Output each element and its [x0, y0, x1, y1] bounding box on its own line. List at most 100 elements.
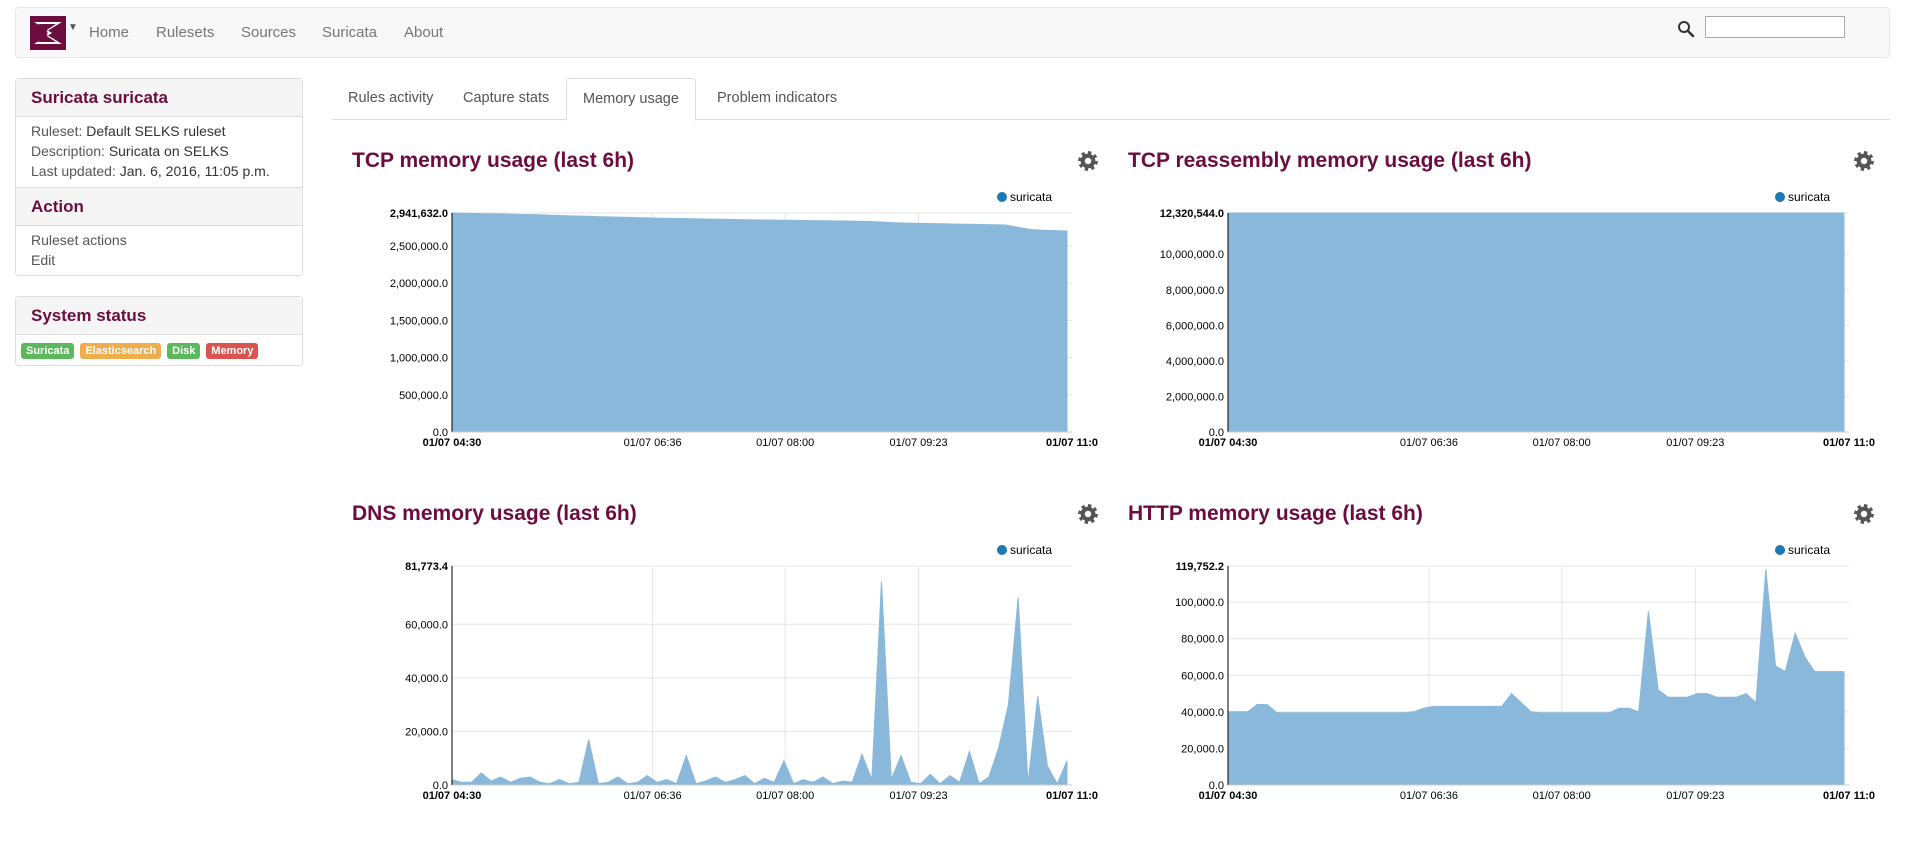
tab-capture-stats[interactable]: Capture stats: [463, 90, 550, 106]
updated-row: Last updated: Jan. 6, 2016, 11:05 p.m.: [31, 161, 287, 181]
x-tick-label: 01/07 04:30: [1199, 437, 1258, 449]
legend-marker: [1775, 545, 1785, 555]
system-status-panel: System status Suricata Elasticsearch Dis…: [15, 296, 303, 366]
y-max-label: 2,941,632.0: [390, 208, 448, 220]
legend-marker: [997, 192, 1007, 202]
description-row: Description: Suricata on SELKS: [31, 141, 287, 161]
x-tick-label: 01/07 04:30: [423, 790, 482, 802]
y-tick-label: 4,000,000.0: [1166, 356, 1224, 368]
series-area-suricata: [451, 581, 1068, 786]
chart-legend[interactable]: suricata: [997, 543, 1052, 557]
nav-about[interactable]: About: [404, 24, 444, 41]
x-tick-label: 01/07 09:23: [890, 437, 948, 449]
y-tick-label: 100,000.0: [1175, 597, 1224, 609]
y-tick-label: 8,000,000.0: [1166, 285, 1224, 297]
gear-icon[interactable]: [1077, 150, 1099, 172]
y-tick-label: 0.0: [433, 427, 448, 439]
status-badge-disk: Disk: [167, 343, 201, 359]
x-tick-label: 01/07 11:0: [1823, 437, 1875, 449]
chart-legend[interactable]: suricata: [1775, 190, 1830, 204]
system-status-title: System status: [16, 297, 302, 335]
chart-legend[interactable]: suricata: [1775, 543, 1830, 557]
y-tick-label: 60,000.0: [405, 619, 448, 631]
legend-marker: [1775, 192, 1785, 202]
y-tick-label: 0.0: [1209, 427, 1224, 439]
x-tick-label: 01/07 06:36: [1400, 437, 1458, 449]
search-input[interactable]: [1705, 16, 1845, 38]
tab-rules-activity[interactable]: Rules activity: [348, 90, 434, 106]
legend-label: suricata: [1788, 543, 1830, 557]
legend-label: suricata: [1010, 190, 1052, 204]
status-badge-suricata: Suricata: [21, 343, 75, 359]
search-icon[interactable]: [1677, 20, 1695, 38]
x-tick-label: 01/07 08:00: [1533, 790, 1591, 802]
x-tick-label: 01/07 11:0: [1823, 790, 1875, 802]
chevron-down-icon[interactable]: ▼: [68, 22, 78, 33]
y-tick-label: 1,500,000.0: [390, 315, 448, 327]
edit-link[interactable]: Edit: [31, 252, 56, 268]
ruleset-label: Ruleset:: [31, 123, 83, 139]
action-title: Action: [16, 187, 302, 226]
ruleset-value: Default SELKS ruleset: [86, 123, 226, 139]
legend-label: suricata: [1788, 190, 1830, 204]
y-tick-label: 10,000,000.0: [1160, 249, 1224, 261]
gear-icon[interactable]: [1853, 503, 1875, 525]
y-tick-label: 0.0: [433, 780, 448, 792]
y-tick-label: 40,000.0: [1181, 707, 1224, 719]
nav-rulesets[interactable]: Rulesets: [156, 24, 215, 41]
y-tick-label: 60,000.0: [1181, 670, 1224, 682]
chart-title-dns: DNS memory usage (last 6h): [352, 502, 637, 525]
status-badge-memory: Memory: [206, 343, 259, 359]
ruleset-actions-link[interactable]: Ruleset actions: [31, 232, 127, 248]
x-tick-label: 01/07 11:0: [1046, 790, 1098, 802]
x-tick-label: 01/07 04:30: [1199, 790, 1258, 802]
tcp-reassembly-memory-chart: suricata 0.0 2,000,000.0 4,000,000.0 6,000,0…: [1160, 190, 1875, 449]
updated-value: Jan. 6, 2016, 11:05 p.m.: [119, 163, 270, 179]
tab-bar: Rules activity Capture stats Memory usag…: [332, 78, 1890, 121]
y-tick-label: 40,000.0: [405, 673, 448, 685]
y-max-label: 119,752.2: [1176, 561, 1224, 573]
tab-memory-usage[interactable]: Memory usage: [566, 78, 696, 121]
series-area-suricata: [1227, 569, 1845, 786]
nav-home[interactable]: Home: [89, 24, 130, 41]
tcp-memory-chart: suricata 0.0 500,000.0 1,000,000.0 1,500,000…: [390, 190, 1098, 449]
tab-problem-indicators[interactable]: Problem indicators: [717, 90, 838, 106]
selks-logo[interactable]: [30, 16, 66, 50]
chart-legend[interactable]: suricata: [997, 190, 1052, 204]
x-tick-label: 01/07 06:36: [624, 790, 682, 802]
y-max-label: 81,773.4: [405, 561, 449, 573]
x-tick-label: 01/07 09:23: [1666, 437, 1724, 449]
y-tick-label: 2,000,000.0: [390, 278, 448, 290]
y-tick-label: 500,000.0: [399, 390, 448, 402]
description-value: Suricata on SELKS: [108, 143, 229, 159]
ruleset-row: Ruleset: Default SELKS ruleset: [31, 121, 287, 141]
nav-sources[interactable]: Sources: [241, 24, 297, 41]
y-tick-label: 2,000,000.0: [1166, 391, 1224, 403]
chart-title-tcp-reassembly: TCP reassembly memory usage (last 6h): [1128, 149, 1532, 172]
gear-icon[interactable]: [1853, 150, 1875, 172]
x-tick-label: 01/07 08:00: [1533, 437, 1591, 449]
y-tick-label: 6,000,000.0: [1166, 320, 1224, 332]
ruleset-info-panel: Suricata suricata Ruleset: Default SELKS…: [15, 78, 303, 276]
y-tick-label: 0.0: [1209, 780, 1224, 792]
navbar: ▼ Home Rulesets Sources Suricata About: [15, 7, 1890, 58]
y-tick-label: 20,000.0: [1181, 743, 1224, 755]
x-tick-label: 01/07 08:00: [756, 437, 814, 449]
chart-title-http: HTTP memory usage (last 6h): [1128, 502, 1423, 525]
info-panel-title: Suricata suricata: [16, 79, 302, 117]
x-tick-label: 01/07 09:23: [1666, 790, 1724, 802]
status-badge-elasticsearch: Elasticsearch: [80, 343, 162, 359]
chart-title-tcp: TCP memory usage (last 6h): [352, 149, 635, 172]
x-tick-label: 01/07 06:36: [624, 437, 682, 449]
description-label: Description:: [31, 143, 105, 159]
legend-label: suricata: [1010, 543, 1052, 557]
status-badges: Suricata Elasticsearch Disk Memory: [16, 335, 302, 365]
series-area-suricata: [451, 212, 1068, 433]
gear-icon[interactable]: [1077, 503, 1099, 525]
updated-label: Last updated:: [31, 163, 116, 179]
info-panel-body: Ruleset: Default SELKS ruleset Descripti…: [16, 117, 302, 187]
y-tick-label: 1,000,000.0: [390, 353, 448, 365]
nav-suricata[interactable]: Suricata: [322, 24, 378, 41]
series-area-suricata: [1227, 212, 1845, 433]
x-tick-label: 01/07 08:00: [756, 790, 814, 802]
